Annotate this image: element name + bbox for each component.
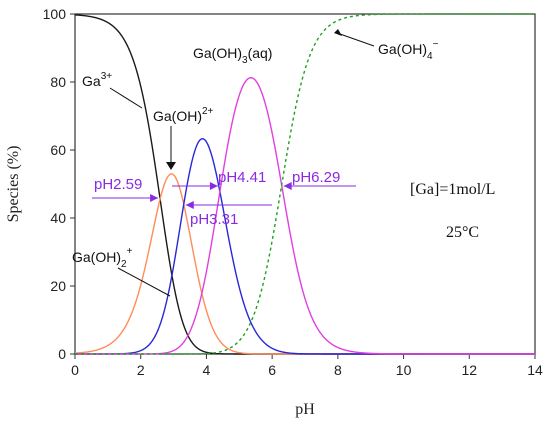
x-tick-label: 4 — [203, 362, 211, 378]
label-gaoh3aq: Ga(OH)3(aq) — [193, 45, 272, 66]
x-tick-label: 0 — [71, 362, 79, 378]
series-gaoh4minus — [75, 13, 535, 355]
condition-temperature: 25°C — [446, 224, 479, 241]
x-tick-label: 10 — [396, 362, 412, 378]
ph-marker-label: pH3.31 — [190, 211, 238, 228]
x-tick-label: 12 — [461, 362, 477, 378]
y-tick-label: 40 — [50, 210, 66, 226]
ph-marker-label: pH2.59 — [94, 176, 142, 193]
label-ga3plus-pointer — [109, 87, 143, 109]
y-tick-label: 60 — [50, 142, 66, 158]
y-tick-label: 100 — [43, 6, 67, 22]
y-tick-label: 0 — [58, 346, 66, 362]
ph-marker-arrowhead — [150, 194, 159, 202]
label-gaoh2plus: Ga(OH)2+ — [153, 106, 214, 124]
x-axis-title: pH — [295, 401, 315, 418]
y-tick-label: 80 — [50, 74, 66, 90]
label-gaoh2-plus: Ga(OH)2+ — [72, 246, 133, 270]
ph-marker-group: pH2.59 pH3.31 pH4.41 pH6.29 — [92, 169, 356, 228]
y-axis-title: Species (%) — [5, 146, 22, 223]
label-gaoh4minus-pointer — [339, 33, 375, 47]
series-gaoh3aq — [75, 77, 535, 355]
condition-concentration: [Ga]=1mol/L — [410, 181, 495, 198]
series-gaoh2plus — [74, 173, 535, 355]
label-gaoh2plus-arrowhead — [166, 162, 176, 170]
ph-marker-label: pH6.29 — [292, 169, 340, 186]
label-gaoh4minus: Ga(OH)4− — [378, 39, 439, 62]
ph-marker-label: pH4.41 — [218, 169, 266, 186]
axis-ticks: 0 2 4 6 8 10 12 14 0 20 40 60 80 100 — [43, 6, 543, 378]
ph-marker-arrowhead — [185, 201, 194, 209]
label-gaoh2-plus-pointer — [117, 267, 171, 297]
label-gaoh4minus-arrowhead — [334, 29, 342, 36]
x-tick-label: 14 — [527, 362, 543, 378]
x-tick-label: 8 — [334, 362, 342, 378]
series-group — [74, 13, 535, 355]
label-ga3plus: Ga3+ — [82, 71, 112, 89]
ph-marker-arrowhead — [283, 182, 292, 190]
x-tick-label: 2 — [137, 362, 145, 378]
ph-marker-arrowhead — [209, 182, 218, 190]
x-tick-label: 6 — [268, 362, 276, 378]
y-tick-label: 20 — [50, 278, 66, 294]
